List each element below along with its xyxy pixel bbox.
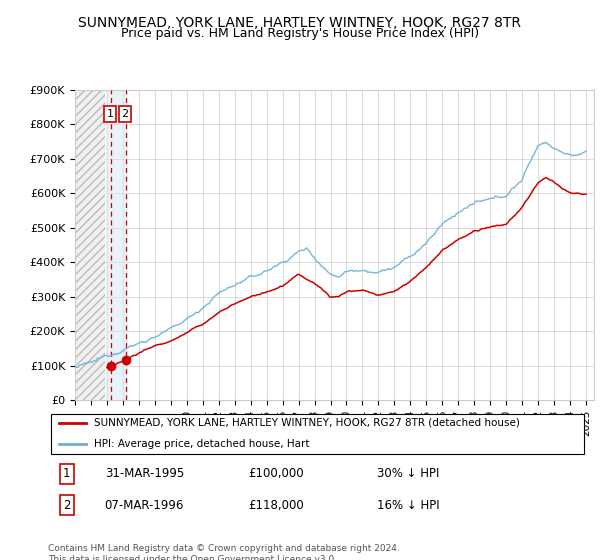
Text: 2: 2 <box>63 499 71 512</box>
Text: 30% ↓ HPI: 30% ↓ HPI <box>377 467 440 480</box>
Text: 16% ↓ HPI: 16% ↓ HPI <box>377 499 440 512</box>
Text: £118,000: £118,000 <box>248 499 304 512</box>
Text: 1: 1 <box>107 109 113 119</box>
Text: 31-MAR-1995: 31-MAR-1995 <box>104 467 184 480</box>
Text: Contains HM Land Registry data © Crown copyright and database right 2024.
This d: Contains HM Land Registry data © Crown c… <box>48 544 400 560</box>
Text: SUNNYMEAD, YORK LANE, HARTLEY WINTNEY, HOOK, RG27 8TR: SUNNYMEAD, YORK LANE, HARTLEY WINTNEY, H… <box>79 16 521 30</box>
Text: 1: 1 <box>63 467 71 480</box>
Text: SUNNYMEAD, YORK LANE, HARTLEY WINTNEY, HOOK, RG27 8TR (detached house): SUNNYMEAD, YORK LANE, HARTLEY WINTNEY, H… <box>94 418 520 428</box>
Bar <box>106 90 128 400</box>
Text: 2: 2 <box>121 109 128 119</box>
Text: Price paid vs. HM Land Registry's House Price Index (HPI): Price paid vs. HM Land Registry's House … <box>121 27 479 40</box>
Bar <box>75 90 106 400</box>
Text: £100,000: £100,000 <box>248 467 304 480</box>
Text: HPI: Average price, detached house, Hart: HPI: Average price, detached house, Hart <box>94 439 310 449</box>
FancyBboxPatch shape <box>50 414 584 454</box>
Text: 07-MAR-1996: 07-MAR-1996 <box>104 499 184 512</box>
